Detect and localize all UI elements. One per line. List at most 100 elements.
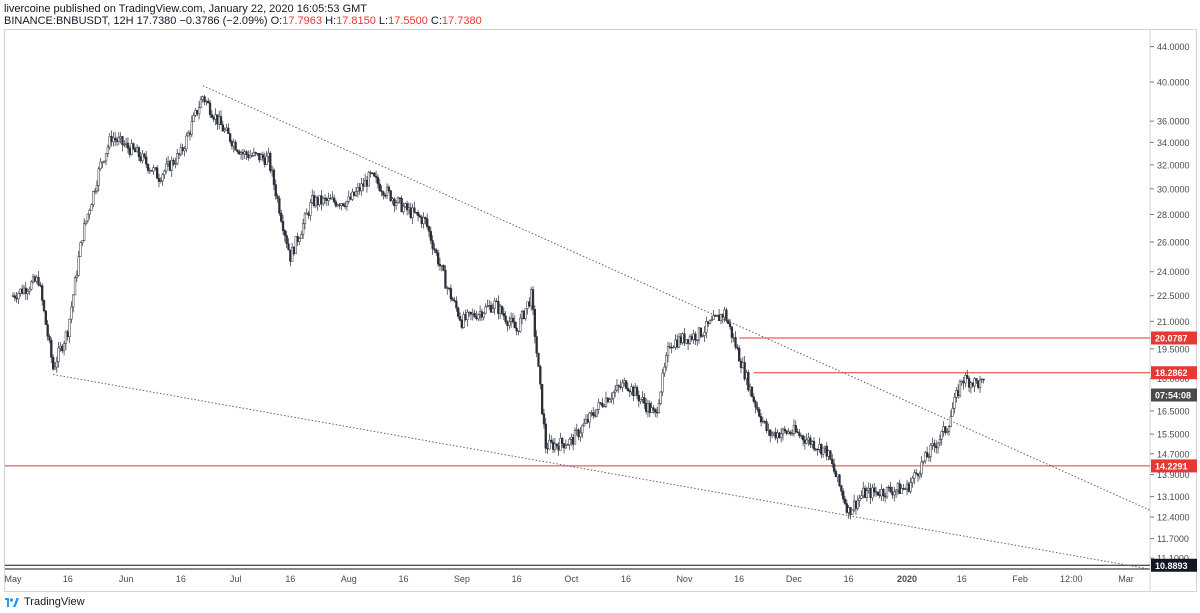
candle-body: [506, 321, 509, 326]
y-tick-label: 34.0000: [1157, 138, 1190, 148]
candle-body: [469, 311, 473, 315]
candle-body: [898, 483, 901, 494]
candle-body: [369, 172, 372, 174]
candle-body: [690, 336, 693, 340]
candle-body: [632, 386, 635, 396]
candle-body: [62, 343, 66, 352]
candle-body: [179, 147, 183, 155]
candle-body: [931, 443, 934, 446]
candle-body: [66, 331, 69, 337]
candle-body: [900, 488, 903, 494]
candle-body: [272, 169, 276, 185]
candle-body: [396, 197, 400, 204]
candle-body: [143, 153, 146, 158]
candle-body: [960, 380, 963, 383]
candle-body: [544, 423, 547, 449]
candle-body: [801, 435, 805, 441]
candle-body: [331, 197, 334, 200]
candle-body: [265, 155, 268, 165]
y-tick-label: 24.0000: [1157, 267, 1190, 277]
candle-body: [447, 287, 451, 289]
candle-body: [752, 396, 755, 402]
candle-body: [763, 420, 766, 423]
candle-body: [904, 488, 907, 490]
candle-body: [101, 161, 104, 164]
candle-body: [338, 204, 341, 207]
candle-body: [455, 300, 458, 309]
candle-body: [767, 429, 770, 432]
candle-body: [415, 211, 418, 214]
candle-body: [97, 168, 100, 186]
candle-body: [710, 319, 713, 321]
candle-body: [526, 301, 529, 309]
y-tick-label: 21.0000: [1157, 317, 1190, 327]
symbol-name[interactable]: BINANCE:BNBUSDT, 12H: [4, 15, 134, 27]
candle-body: [114, 137, 117, 141]
candle-body: [84, 220, 88, 224]
candle-body: [933, 443, 936, 447]
candle-body: [863, 487, 867, 498]
candle-body: [146, 163, 150, 171]
candle-body: [332, 197, 336, 203]
candle-body: [699, 327, 703, 337]
x-tick-label: May: [4, 574, 22, 584]
candle-body: [283, 230, 287, 236]
footer-brand[interactable]: TradingView: [24, 596, 85, 608]
x-tick-label: 16: [957, 574, 967, 584]
candle-body: [670, 346, 673, 349]
candle-body: [825, 445, 828, 457]
candle-body: [349, 196, 352, 200]
candle-body: [716, 314, 719, 317]
candle-body: [466, 311, 469, 320]
candle-body: [15, 297, 18, 300]
candle-body: [199, 99, 203, 108]
candle-body: [48, 335, 51, 341]
candle-body: [860, 495, 863, 499]
candle-body: [42, 300, 46, 312]
candle-body: [150, 170, 153, 172]
candle-body: [207, 100, 210, 104]
candle-body: [962, 380, 965, 384]
candle-body: [878, 494, 881, 497]
candle-body: [540, 383, 544, 415]
x-tick-label: 16: [734, 574, 744, 584]
candle-body: [387, 186, 391, 191]
price-label-box: [1151, 331, 1197, 345]
candle-body: [345, 201, 349, 207]
candle-body: [769, 429, 772, 436]
candle-body: [603, 405, 606, 408]
candle-body: [385, 186, 389, 196]
candle-body: [163, 170, 166, 176]
x-tick-label: 16: [398, 574, 408, 584]
candle-body: [803, 439, 807, 444]
candle-body: [168, 160, 172, 171]
candle-body: [157, 178, 161, 182]
candle-body: [79, 242, 82, 257]
price-label-text: 10.8893: [1155, 561, 1188, 571]
candle-body: [329, 197, 332, 200]
candle-body: [730, 326, 734, 338]
candle-body: [856, 500, 859, 509]
candle-body: [643, 397, 646, 404]
candle-body: [575, 429, 578, 431]
candle-body: [303, 213, 307, 224]
candle-body: [334, 201, 338, 207]
candle-body: [852, 500, 856, 511]
candle-body: [305, 212, 308, 215]
candle-body: [854, 500, 858, 509]
candle-body: [982, 378, 985, 381]
candle-body: [862, 487, 865, 497]
candle-body: [141, 153, 144, 162]
candle-body: [161, 174, 164, 182]
candle-body: [599, 402, 602, 404]
y-tick-label: 28.0000: [1157, 210, 1190, 220]
candle-body: [68, 318, 71, 337]
candle-body: [555, 443, 558, 447]
candle-body: [593, 415, 597, 417]
candle-body: [884, 495, 887, 498]
price-change: −0.3786 (−2.09%): [179, 15, 268, 27]
candle-body: [595, 409, 599, 417]
candle-body: [811, 441, 814, 445]
candle-body: [210, 114, 214, 118]
